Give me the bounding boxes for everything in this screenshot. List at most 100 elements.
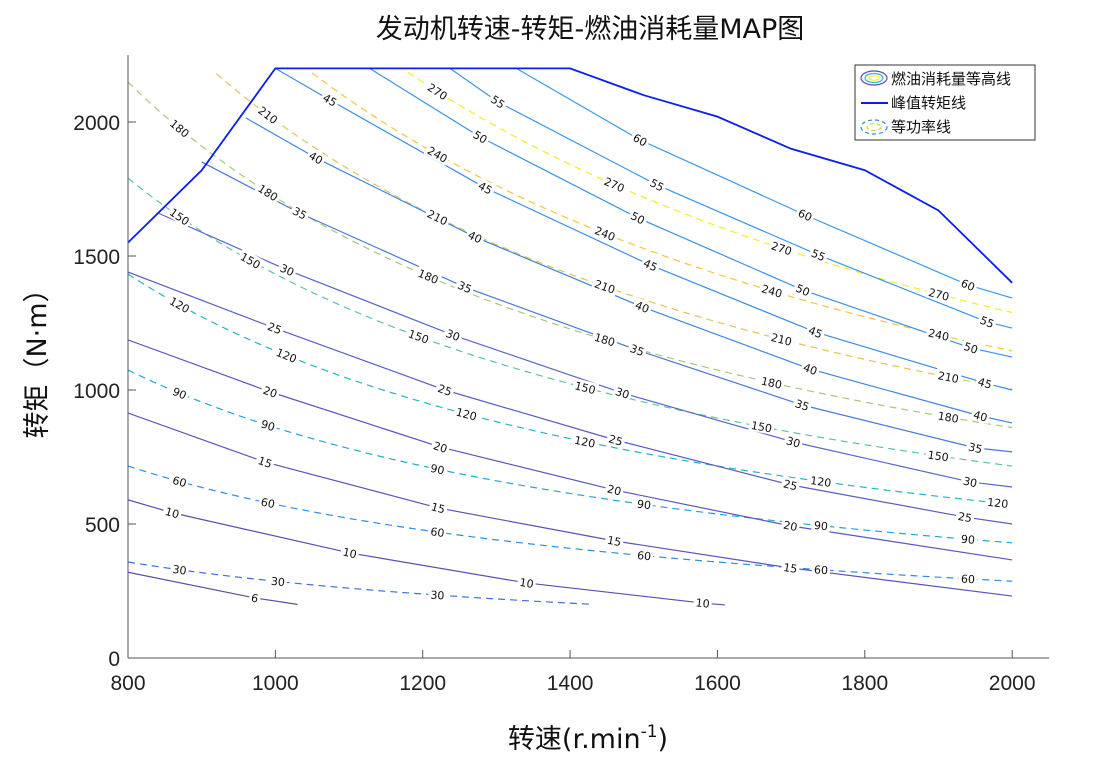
x-axis-label: 转速(r.min-1) <box>508 722 668 755</box>
fuel-label-10: 10 <box>339 544 361 561</box>
fuel-label-45: 45 <box>804 322 827 341</box>
power-label-120-bg <box>452 404 481 424</box>
fuel-contour-25 <box>128 271 1013 525</box>
fuel-label-15-text: 15 <box>782 561 798 576</box>
fuel-label-20: 20 <box>604 481 625 498</box>
power-label-240-text: 240 <box>927 327 950 344</box>
fuel-label-25: 25 <box>434 380 456 399</box>
x-tick-label: 1000 <box>252 672 299 695</box>
fuel-label-10: 10 <box>161 503 183 521</box>
fuel-label-55-text: 55 <box>648 176 666 194</box>
fuel-label-50-bg <box>469 126 492 147</box>
fuel-label-15: 15 <box>254 452 276 471</box>
fuel-label-40-bg <box>970 406 992 425</box>
fuel-label-45-text: 45 <box>806 324 824 341</box>
fuel-label-30: 30 <box>960 473 981 490</box>
power-label-120-text: 120 <box>987 496 1009 511</box>
power-label-210: 210 <box>934 367 962 386</box>
power-label-210-text: 210 <box>937 369 960 386</box>
x-tick-label: 800 <box>110 672 145 695</box>
fuel-label-40-text: 40 <box>306 149 325 167</box>
fuel-label-30: 30 <box>783 432 804 451</box>
fuel-label-25-text: 25 <box>957 510 973 525</box>
x-tick-label: 1800 <box>841 672 888 695</box>
y-tick-label: 0 <box>108 648 120 671</box>
fuel-label-20-bg <box>259 382 282 401</box>
fuel-label-30-text: 30 <box>278 262 296 280</box>
fuel-label-20: 20 <box>780 517 801 534</box>
power-line-30 <box>128 561 593 605</box>
x-axis-label-main: 转速(r.min <box>508 724 641 755</box>
power-label-150: 150 <box>236 248 265 272</box>
power-label-60-bg <box>257 494 279 511</box>
chart-title: 发动机转速-转矩-燃油消耗量MAP图 <box>376 14 805 45</box>
power-label-90: 90 <box>257 415 279 434</box>
legend-peak-label: 峰值转矩线 <box>891 94 966 112</box>
fuel-label-45-text: 45 <box>476 179 495 197</box>
fuel-label-15-bg <box>427 498 449 517</box>
fuel-label-30: 30 <box>611 383 634 402</box>
fuel-label-40-bg <box>799 359 822 378</box>
fuel-label-35-bg <box>791 395 813 414</box>
fuel-label-40: 40 <box>631 296 654 316</box>
fuel-label-10-text: 10 <box>519 576 535 591</box>
fuel-label-35-text: 35 <box>628 342 646 359</box>
y-tick-label: 2000 <box>73 112 120 135</box>
fuel-label-40-text: 40 <box>801 361 819 378</box>
fuel-label-60-bg <box>957 274 979 295</box>
power-label-240-bg <box>758 280 786 301</box>
fuel-label-50-text: 50 <box>628 209 646 227</box>
power-label-180-text: 180 <box>760 375 783 392</box>
fuel-label-45: 45 <box>974 373 996 392</box>
power-label-180-bg <box>758 373 786 392</box>
fuel-label-30-text: 30 <box>444 327 462 344</box>
legend-fuel-icon <box>860 70 888 86</box>
power-label-60-text: 60 <box>260 496 276 512</box>
power-label-90-text: 90 <box>259 417 276 434</box>
power-label-120: 120 <box>452 404 481 424</box>
fuel-label-60: 60 <box>957 274 979 295</box>
power-line-270 <box>407 71 1013 314</box>
power-line-60 <box>128 465 1013 582</box>
fuel-label-35-bg <box>454 277 476 297</box>
fuel-label-50: 50 <box>469 126 492 147</box>
power-label-240: 240 <box>423 142 452 166</box>
power-label-30-bg <box>169 561 190 577</box>
power-label-150-text: 150 <box>750 419 773 436</box>
fuel-label-60: 60 <box>794 204 817 224</box>
power-label-150-text: 150 <box>927 448 950 464</box>
fuel-label-20-text: 20 <box>261 384 279 401</box>
fuel-contours <box>128 67 1013 606</box>
fuel-label-45-bg <box>974 373 996 392</box>
fuel-label-10-bg <box>693 595 713 611</box>
fuel-label-30-text: 30 <box>614 385 631 402</box>
fuel-label-50-text: 50 <box>794 282 812 300</box>
fuel-label-15-bg <box>254 452 276 471</box>
fuel-label-25-bg <box>780 475 801 493</box>
fuel-label-25: 25 <box>955 508 976 525</box>
fuel-label-35: 35 <box>288 202 311 223</box>
power-label-150-bg <box>404 325 433 347</box>
power-label-30: 30 <box>169 561 190 578</box>
fuel-label-6-bg <box>248 590 262 605</box>
fuel-label-40-bg <box>464 226 487 247</box>
fuel-label-15-bg <box>780 559 801 576</box>
peak-torque-layer <box>128 67 1013 284</box>
power-label-30-bg <box>428 587 447 602</box>
power-label-150: 150 <box>748 417 776 436</box>
fuel-label-25-bg <box>434 380 456 399</box>
power-label-150-bg <box>748 417 776 435</box>
fuel-label-45-text: 45 <box>641 257 659 275</box>
power-label-30: 30 <box>268 573 288 589</box>
power-label-120-text: 120 <box>809 474 832 490</box>
fuel-label-45: 45 <box>474 177 497 198</box>
fuel-label-35-bg <box>965 438 986 456</box>
power-label-120: 120 <box>272 344 301 366</box>
fuel-label-35-text: 35 <box>290 205 308 223</box>
fuel-label-30-text: 30 <box>785 434 802 450</box>
power-label-210-bg <box>423 205 452 229</box>
fuel-label-25-bg <box>955 508 976 525</box>
power-line-150 <box>128 177 1013 467</box>
fuel-label-20-text: 20 <box>606 482 623 498</box>
power-label-150-bg <box>236 248 265 272</box>
